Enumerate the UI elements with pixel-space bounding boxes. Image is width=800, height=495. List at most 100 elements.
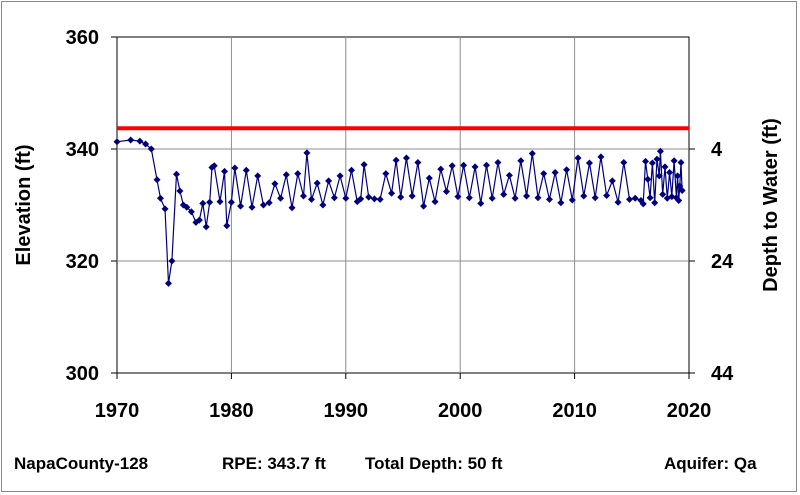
- data-point: [528, 149, 536, 157]
- y-axis-title: Elevation (ft): [13, 144, 35, 265]
- tick-marks: [111, 36, 695, 379]
- data-point: [271, 180, 279, 188]
- x-tick-label: 1990: [324, 400, 369, 422]
- data-point: [494, 158, 502, 166]
- data-point: [342, 194, 350, 202]
- data-point: [674, 172, 682, 180]
- data-point: [237, 202, 245, 210]
- data-point: [465, 194, 473, 202]
- data-point: [670, 157, 678, 165]
- data-point: [402, 154, 410, 162]
- x-tick-label: 2020: [667, 400, 712, 422]
- data-point: [227, 198, 235, 206]
- data-point: [675, 197, 683, 205]
- data-point: [313, 179, 321, 187]
- data-point: [511, 194, 519, 202]
- x-tick-label: 2010: [552, 400, 597, 422]
- data-point: [168, 257, 176, 265]
- data-point: [153, 176, 161, 184]
- data-point: [653, 155, 661, 163]
- data-point: [454, 193, 462, 201]
- data-point: [282, 171, 290, 179]
- data-point: [183, 203, 191, 211]
- data-point: [172, 170, 180, 178]
- data-point: [360, 161, 368, 169]
- y2-tick-label: 44: [711, 363, 734, 385]
- data-point: [655, 172, 663, 180]
- data-point: [534, 194, 542, 202]
- y-tick-label: 360: [66, 27, 99, 49]
- data-point: [448, 162, 456, 170]
- data-point: [523, 192, 531, 200]
- data-point: [299, 192, 307, 200]
- data-point: [437, 165, 445, 173]
- data-point: [585, 159, 593, 167]
- data-point: [176, 187, 184, 195]
- data-point: [608, 177, 616, 185]
- data-point: [164, 279, 172, 287]
- data-point: [557, 199, 565, 207]
- data-point: [642, 157, 650, 165]
- data-point: [195, 216, 203, 224]
- data-point: [388, 189, 396, 197]
- data-point: [216, 198, 224, 206]
- data-point: [408, 192, 416, 200]
- data-point: [259, 201, 267, 209]
- data-point: [420, 202, 428, 210]
- data-point: [357, 195, 365, 203]
- data-point: [294, 170, 302, 178]
- data-point: [288, 204, 296, 212]
- data-point: [136, 137, 144, 145]
- data-point: [330, 194, 338, 202]
- data-point: [666, 169, 674, 177]
- data-point: [325, 177, 333, 185]
- x-tick-label: 2000: [438, 400, 483, 422]
- data-point: [471, 163, 479, 171]
- data-point: [161, 205, 169, 213]
- y-tick-label: 300: [66, 363, 99, 385]
- data-point: [483, 161, 491, 169]
- data-point: [303, 149, 311, 157]
- data-point: [563, 166, 571, 174]
- data-point: [231, 164, 239, 172]
- data-point: [591, 194, 599, 202]
- data-point: [620, 158, 628, 166]
- data-point: [442, 188, 450, 196]
- data-point: [210, 162, 218, 170]
- data-point: [460, 161, 468, 169]
- data-point: [568, 196, 576, 204]
- data-point: [319, 201, 327, 209]
- data-point: [677, 158, 685, 166]
- data-point: [254, 172, 262, 180]
- data-point: [142, 140, 150, 148]
- data-point: [614, 198, 622, 206]
- rpe-label: RPE: 343.7 ft: [222, 454, 326, 473]
- data-point: [646, 194, 654, 202]
- x-tick-label: 1970: [95, 400, 140, 422]
- data-point: [202, 223, 210, 231]
- data-point: [545, 195, 553, 203]
- data-point: [477, 199, 485, 207]
- data-point: [574, 154, 582, 162]
- data-point: [265, 199, 273, 207]
- data-point: [540, 170, 548, 178]
- data-point: [277, 194, 285, 202]
- data-point: [336, 172, 344, 180]
- data-point: [639, 200, 647, 208]
- data-point: [644, 175, 652, 183]
- data-point: [221, 167, 229, 175]
- data-point: [199, 199, 207, 207]
- data-point: [661, 163, 669, 171]
- data-point: [656, 147, 664, 155]
- data-point: [659, 190, 667, 198]
- data-point: [551, 169, 559, 177]
- data-point: [597, 153, 605, 161]
- data-point: [156, 194, 164, 202]
- total-depth-label: Total Depth: 50 ft: [365, 454, 503, 473]
- data-point: [223, 222, 231, 230]
- data-point: [488, 194, 496, 202]
- data-point: [505, 171, 513, 179]
- data-point: [580, 192, 588, 200]
- data-point: [307, 195, 315, 203]
